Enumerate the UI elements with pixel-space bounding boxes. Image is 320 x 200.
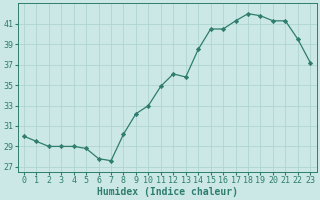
X-axis label: Humidex (Indice chaleur): Humidex (Indice chaleur) [97,186,237,197]
